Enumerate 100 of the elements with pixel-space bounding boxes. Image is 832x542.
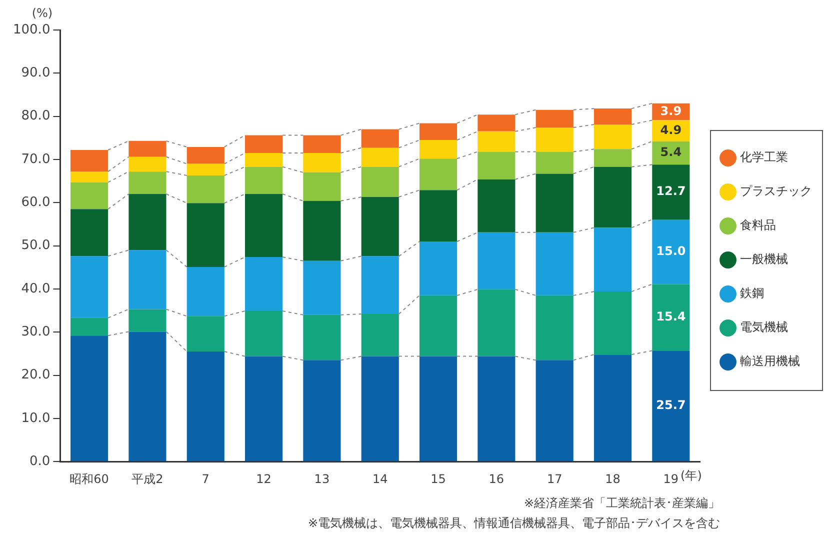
bar (594, 354, 632, 462)
bar (361, 129, 399, 148)
bar (128, 309, 166, 332)
bar (652, 164, 690, 220)
x-tick-label: 15 (430, 472, 446, 486)
bar (245, 135, 283, 154)
legend-label: 化学工業 (740, 150, 788, 164)
bar (128, 194, 166, 250)
data-label: 15.0 (656, 244, 686, 258)
data-label: 5.4 (660, 145, 682, 160)
bar (419, 241, 458, 296)
x-tick-label: 17 (546, 472, 562, 486)
bar (594, 108, 632, 125)
x-tick-label: 昭和60 (70, 472, 109, 486)
bar (303, 153, 341, 172)
bar (361, 197, 399, 256)
bar (128, 140, 166, 157)
y-tick-label: 30.0 (21, 324, 50, 340)
bar (186, 316, 224, 352)
bar (186, 352, 224, 462)
bar (70, 336, 108, 462)
x-tick-label: 7 (202, 472, 210, 486)
legend-label: 一般機械 (740, 252, 788, 266)
y-tick-label: 70.0 (21, 152, 50, 167)
bar (361, 356, 399, 462)
legend-label: 食料品 (740, 218, 776, 232)
bar (128, 250, 166, 310)
bar (594, 149, 632, 167)
legend-label: 鉄鋼 (740, 286, 764, 300)
bar (652, 219, 690, 284)
x-axis-title: (年) (680, 468, 702, 483)
bar (303, 172, 341, 201)
bar (536, 232, 574, 296)
bar (536, 110, 574, 128)
bar (186, 146, 224, 164)
bar (70, 209, 108, 256)
bar (478, 152, 516, 180)
bar (70, 172, 108, 182)
bar (478, 131, 516, 152)
y-tick-label: 40.0 (21, 281, 50, 296)
bar (536, 152, 574, 174)
bar (536, 128, 574, 152)
legend-label: プラスチック (740, 184, 812, 198)
data-label: 12.7 (656, 184, 686, 198)
bar (303, 260, 341, 315)
bar (303, 135, 341, 154)
bar (245, 153, 283, 167)
bar (70, 256, 108, 318)
legend-label: 電気機械 (740, 320, 788, 334)
bar (594, 124, 632, 150)
bar (536, 295, 574, 360)
bar (70, 318, 108, 336)
x-tick-label: 14 (372, 472, 388, 486)
bar (652, 350, 690, 462)
bar (186, 266, 224, 316)
y-tick-label: 0.0 (30, 454, 50, 469)
bar (594, 292, 632, 355)
bar (478, 289, 516, 356)
bar (419, 123, 458, 140)
legend-label: 輸送用機械 (740, 354, 800, 368)
bar (128, 332, 166, 462)
bar (303, 360, 341, 462)
data-label: 15.4 (656, 310, 686, 324)
bar (419, 295, 458, 356)
bar (186, 203, 224, 267)
bar (419, 140, 458, 159)
data-label: 4.9 (660, 122, 682, 137)
bar (128, 172, 166, 194)
data-label: 25.7 (656, 398, 686, 412)
bar (536, 174, 574, 232)
data-label: 3.9 (660, 104, 682, 118)
bar (245, 166, 283, 194)
bar (186, 164, 224, 176)
x-tick-label: 19 (663, 472, 679, 486)
y-tick-label: 20.0 (21, 368, 50, 383)
bar (186, 175, 224, 204)
bar (419, 190, 458, 242)
y-tick-label: 100.0 (13, 22, 50, 38)
bar (361, 256, 399, 314)
bar (594, 166, 632, 228)
bar (419, 356, 458, 462)
text: ※経済産業省「工業統計表･産業編」 (524, 496, 720, 510)
x-tick-label: 平成2 (132, 472, 164, 486)
y-tick-label: 90.0 (21, 66, 50, 81)
bar (478, 356, 516, 462)
x-tick-label: 18 (605, 472, 620, 486)
bar (594, 228, 632, 292)
bar (245, 194, 283, 258)
bar (128, 156, 166, 172)
y-tick-label: 50.0 (21, 238, 50, 254)
bar (361, 314, 399, 356)
text: ※電気機械は、電気機械器具、情報通信機械器具、電子部品･デバイスを含む (308, 516, 720, 530)
bar (245, 356, 283, 462)
bar (245, 257, 283, 311)
y-tick-label: 10.0 (21, 410, 50, 426)
x-tick-label: 16 (488, 472, 504, 486)
x-tick-label: 13 (314, 472, 330, 486)
y-tick-label: 60.0 (21, 195, 50, 210)
y-tick-label: 80.0 (21, 108, 50, 124)
x-tick-label: 12 (256, 472, 272, 486)
